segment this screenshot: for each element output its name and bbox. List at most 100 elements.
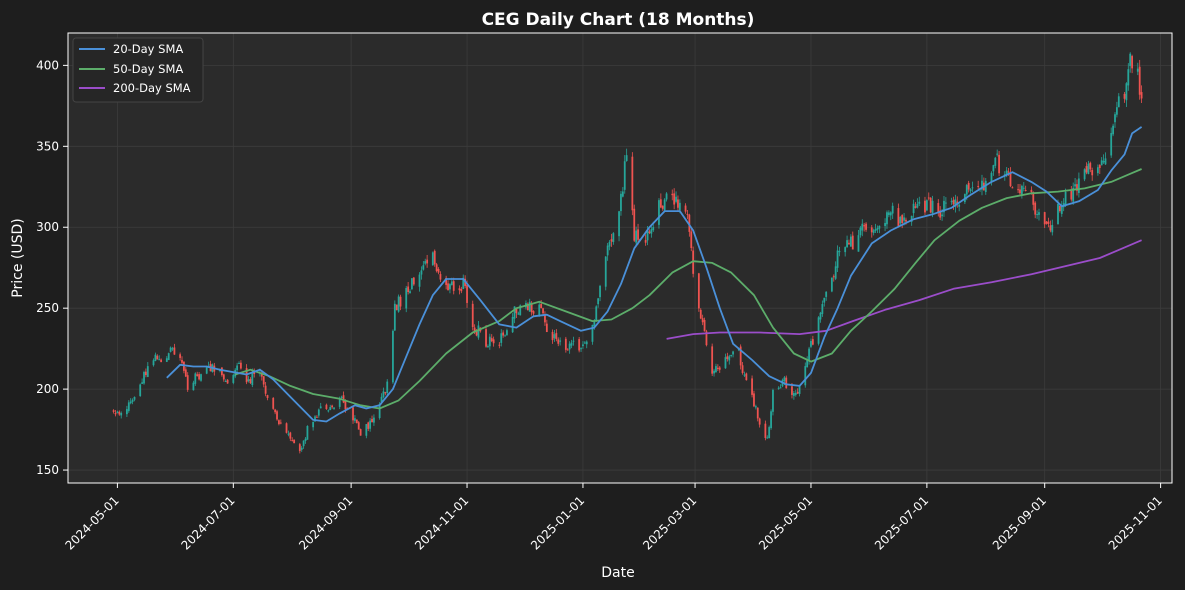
candle-body-194 [625, 155, 628, 162]
candle-body-12 [143, 372, 145, 384]
candle-body-230 [724, 357, 727, 369]
candle-body-30 [192, 382, 195, 391]
candle-body-247 [768, 427, 771, 439]
candle-body-180 [591, 324, 594, 342]
y-tick-label-4: 350 [36, 139, 59, 153]
candle-body-378 [1115, 107, 1118, 115]
candle-body-224 [705, 331, 708, 346]
candle-body-152 [515, 308, 518, 314]
candle-body-18 [158, 359, 161, 361]
candle-body-204 [652, 227, 655, 231]
candle-body-185 [604, 256, 607, 287]
candle-body-72 [302, 440, 305, 447]
candle-body-353 [1049, 225, 1052, 231]
grid-lines [68, 33, 1172, 483]
y-tick-label-1: 200 [36, 382, 59, 396]
candle-body-215 [684, 205, 687, 212]
candle-body-291 [886, 212, 888, 225]
candle-body-142 [488, 336, 491, 347]
candle-body-206 [659, 199, 662, 208]
candle-body-73 [304, 438, 307, 441]
candle-body-273 [836, 250, 839, 268]
candle-body-240 [751, 378, 753, 395]
candle-body-104 [386, 381, 389, 394]
candle-body-193 [623, 161, 626, 190]
candle-body-245 [764, 423, 767, 438]
candle-body-43 [224, 380, 227, 382]
candle-body-166 [553, 334, 556, 339]
candle-body-264 [811, 339, 814, 345]
candle-body-303 [916, 203, 919, 208]
candle-body-191 [620, 193, 622, 212]
candle-body-238 [743, 374, 746, 376]
candle-body-265 [817, 317, 820, 344]
candle-body-327 [981, 180, 983, 190]
candle-body-313 [943, 200, 945, 213]
candle-body-145 [498, 344, 501, 346]
candle-body-77 [316, 416, 318, 418]
y-tick-label-5: 400 [36, 58, 59, 72]
candle-body-382 [1127, 69, 1130, 86]
candle-body-355 [1057, 203, 1059, 225]
candle-body-241 [753, 393, 755, 407]
candle-body-109 [399, 296, 402, 307]
candle-body-49 [240, 362, 242, 369]
candle-body-287 [874, 229, 877, 231]
candle-body-242 [754, 406, 757, 408]
candle-body-183 [597, 298, 600, 305]
candle-body-385 [1136, 68, 1139, 72]
candle-body-14 [146, 366, 149, 377]
candle-body-24 [173, 347, 176, 355]
candle-body-162 [542, 308, 544, 314]
candle-body-94 [359, 429, 362, 436]
candle-body-125 [445, 277, 448, 285]
candle-body-113 [411, 278, 413, 290]
candle-body-129 [452, 281, 455, 291]
candle-body-122 [435, 264, 438, 272]
plot-frame [67, 32, 1173, 484]
candle-body-208 [663, 199, 666, 211]
candle-body-48 [238, 363, 240, 365]
candle-body-31 [194, 373, 197, 384]
candle-body-158 [530, 304, 533, 313]
candle-body-111 [407, 286, 410, 293]
candle-body-136 [473, 327, 476, 332]
candle-body-117 [422, 265, 425, 270]
candle-body-58 [264, 385, 267, 394]
x-axis-label: Date [601, 565, 634, 581]
candle-body-45 [232, 375, 235, 383]
candle-body-19 [160, 359, 163, 363]
candle-body-116 [420, 270, 423, 275]
candle-body-56 [260, 372, 263, 377]
candle-body-26 [181, 359, 183, 363]
candle-body-96 [367, 422, 370, 429]
candle-body-89 [346, 407, 349, 409]
candle-body-211 [673, 193, 676, 205]
candle-body-282 [861, 223, 864, 231]
candle-body-361 [1072, 187, 1075, 202]
candle-body-154 [519, 305, 522, 316]
candle-body-25 [179, 354, 182, 358]
candle-body-70 [298, 444, 301, 452]
candle-body-386 [1138, 66, 1141, 95]
candle-body-81 [327, 410, 330, 412]
candle-body-168 [557, 339, 560, 344]
candle-body-187 [608, 241, 611, 247]
candle-body-8 [131, 399, 134, 402]
chart-title: CEG Daily Chart (18 Months) [482, 10, 755, 30]
candle-body-218 [690, 231, 693, 249]
candle-body-171 [566, 349, 569, 351]
candle-body-377 [1114, 114, 1116, 123]
candle-body-258 [796, 391, 799, 394]
candle-body-22 [169, 347, 172, 352]
candle-body-10 [139, 384, 142, 397]
candle-body-364 [1077, 178, 1080, 193]
candle-body-1 [114, 413, 117, 415]
candle-body-93 [357, 422, 360, 430]
candle-body-307 [927, 197, 930, 199]
candle-body-15 [152, 360, 155, 366]
candle-body-254 [785, 377, 788, 389]
candle-body-232 [728, 356, 731, 361]
candle-body-128 [450, 281, 453, 286]
candle-body-271 [832, 276, 835, 278]
